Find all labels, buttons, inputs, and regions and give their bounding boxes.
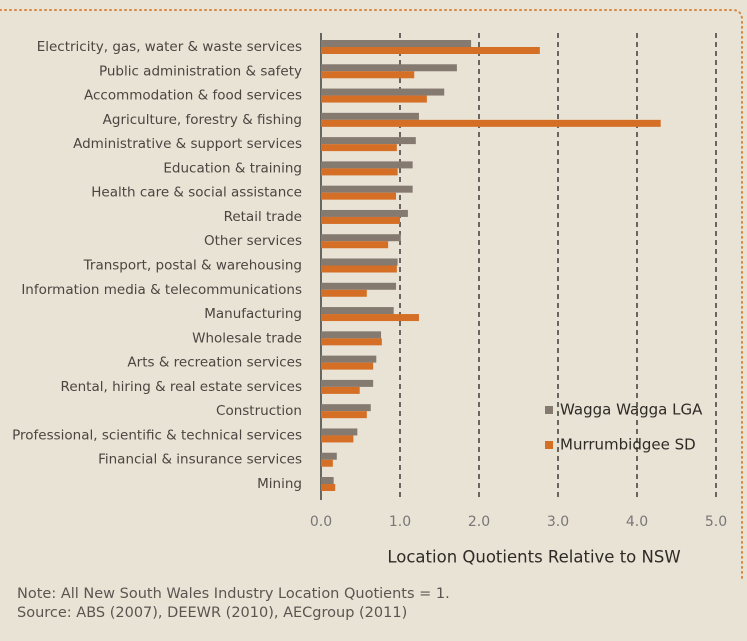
bar xyxy=(321,161,413,169)
bar xyxy=(321,185,413,193)
bar xyxy=(321,435,354,443)
bar xyxy=(321,477,334,484)
y-tick-label: Professional, scientific & technical ser… xyxy=(12,427,302,443)
note: Note: All New South Wales Industry Locat… xyxy=(17,586,450,602)
legend-swatch xyxy=(545,441,553,449)
bar xyxy=(321,88,445,96)
bar xyxy=(321,428,358,436)
bar xyxy=(321,331,382,339)
y-tick-label: Financial & insurance services xyxy=(98,452,302,468)
bar xyxy=(321,144,397,152)
bar xyxy=(321,314,419,322)
y-tick-label: Rental, hiring & real estate services xyxy=(61,379,302,395)
y-tick-label: Wholesale trade xyxy=(192,330,302,346)
bar xyxy=(321,40,472,47)
bar xyxy=(321,64,457,72)
bar xyxy=(321,265,397,273)
y-tick-label: Transport, postal & warehousing xyxy=(83,258,302,274)
y-tick-label: Health care & social assistance xyxy=(91,185,302,201)
x-tick-label: 5.0 xyxy=(705,514,727,530)
y-tick-label: Information media & telecommunications xyxy=(21,282,302,298)
bar xyxy=(321,459,333,467)
source: Source: ABS (2007), DEEWR (2010), AECgro… xyxy=(17,605,408,621)
y-tick-label: Construction xyxy=(216,403,302,419)
border xyxy=(0,9,743,580)
y-tick-label: Education & training xyxy=(163,160,302,176)
x-tick-label: 3.0 xyxy=(547,514,569,530)
legend-label: Murrumbidgee SD xyxy=(560,436,696,454)
bar xyxy=(321,95,427,103)
bar xyxy=(321,282,397,290)
x-tick-label: 1.0 xyxy=(389,514,411,530)
bar xyxy=(321,289,367,297)
x-tick-label: 0.0 xyxy=(310,514,332,530)
y-tick-label: Arts & recreation services xyxy=(127,355,302,371)
y-tick-label: Public administration & safety xyxy=(99,63,302,79)
x-axis-title: Location Quotients Relative to NSW xyxy=(387,548,680,567)
bar xyxy=(321,71,415,79)
bar xyxy=(321,452,337,460)
y-tick-label: Electricity, gas, water & waste services xyxy=(37,39,302,55)
bar xyxy=(321,386,360,394)
bar xyxy=(321,411,367,419)
bar xyxy=(321,47,540,54)
bar xyxy=(321,168,398,176)
bar xyxy=(321,338,382,346)
y-tick-label: Manufacturing xyxy=(204,306,302,322)
bar xyxy=(321,307,394,315)
bar xyxy=(321,234,401,242)
bar xyxy=(321,137,416,145)
bar xyxy=(321,119,661,127)
y-tick-label: Accommodation & food services xyxy=(84,88,302,104)
bar xyxy=(321,216,400,224)
x-tick-label: 4.0 xyxy=(626,514,648,530)
y-tick-label: Retail trade xyxy=(224,209,302,225)
bar xyxy=(321,209,408,217)
legend-swatch xyxy=(545,406,553,414)
bar xyxy=(321,258,398,266)
bar xyxy=(321,379,374,387)
bar xyxy=(321,192,397,200)
bar xyxy=(321,484,336,491)
y-tick-label: Administrative & support services xyxy=(73,136,302,152)
bar xyxy=(321,241,389,249)
bar xyxy=(321,404,371,412)
bar xyxy=(321,362,374,370)
y-tick-label: Mining xyxy=(257,476,302,492)
x-tick-label: 2.0 xyxy=(468,514,490,530)
legend-label: Wagga Wagga LGA xyxy=(560,401,703,419)
bar xyxy=(321,112,419,120)
y-tick-label: Other services xyxy=(204,233,302,249)
bar xyxy=(321,355,377,363)
chart: Location Quotients Relative to NSW 0.0 1.… xyxy=(0,9,743,580)
y-tick-label: Agriculture, forestry & fishing xyxy=(103,112,302,128)
